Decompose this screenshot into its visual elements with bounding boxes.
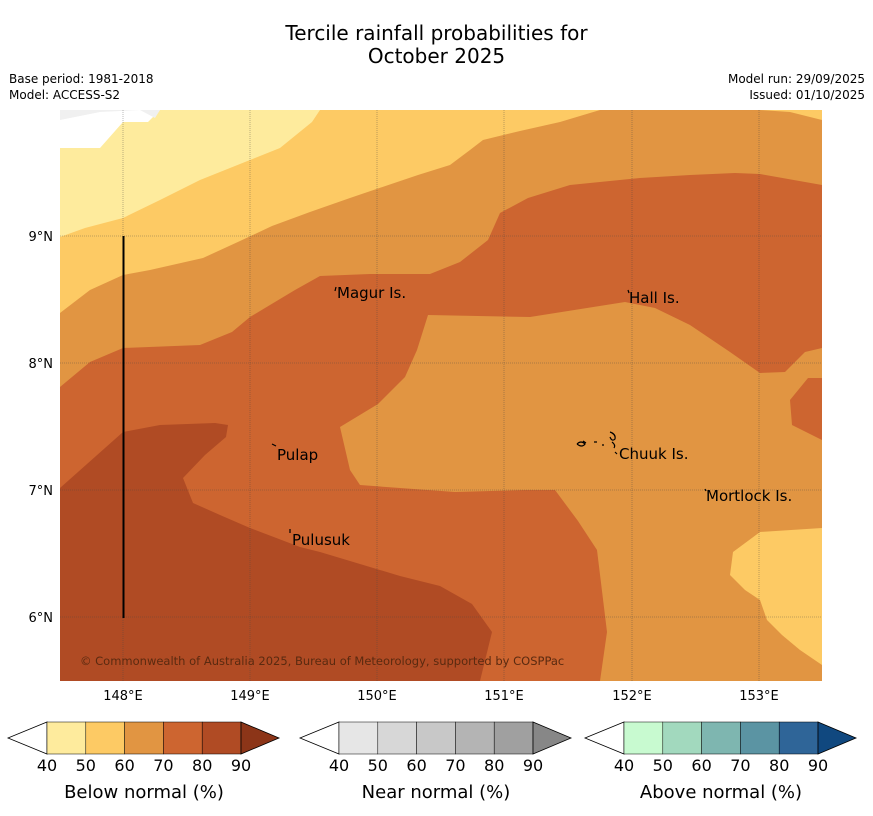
colorbar-segment bbox=[701, 721, 741, 755]
colorbar-segment bbox=[740, 721, 780, 755]
copyright-text: © Commonwealth of Australia 2025, Bureau… bbox=[80, 654, 564, 668]
colorbar-under-triangle bbox=[6, 721, 48, 755]
colorbar-label: Above normal (%) bbox=[640, 782, 802, 803]
colorbar-tick: 40 bbox=[329, 756, 349, 775]
colorbar-label: Near normal (%) bbox=[362, 782, 511, 803]
contour-60-70-east bbox=[340, 302, 822, 681]
contour-40-50 bbox=[60, 110, 320, 237]
colorbar-tick: 60 bbox=[406, 756, 426, 775]
colorbar-label: Below normal (%) bbox=[64, 782, 224, 803]
x-tick-label: 149°E bbox=[230, 689, 270, 704]
place-label: Magur Is. bbox=[337, 284, 406, 302]
colorbar-segment bbox=[455, 721, 495, 755]
colorbar-tick: 70 bbox=[445, 756, 465, 775]
x-tick-label: 153°E bbox=[739, 689, 779, 704]
contour-50-60 bbox=[60, 110, 822, 313]
colorbar: 40 50 60 70 80 90 Above normal (%) bbox=[583, 721, 858, 803]
colorbar-over-triangle bbox=[240, 721, 281, 755]
colorbar-tick: 90 bbox=[523, 756, 543, 775]
graticule bbox=[60, 110, 822, 681]
place-label: Pulap bbox=[277, 446, 318, 464]
y-tick-label: 9°N bbox=[29, 230, 54, 245]
map-title: Tercile rainfall probabilities for Octob… bbox=[0, 22, 873, 68]
colorbar-over-triangle bbox=[817, 721, 858, 755]
colorbar-tick: 50 bbox=[653, 756, 673, 775]
colorbar-tick: 50 bbox=[368, 756, 388, 775]
colorbar-tick: 90 bbox=[808, 756, 828, 775]
colorbars: 40 50 60 70 80 90 Below normal (%) 40 50 60 70 80 90… bbox=[6, 721, 858, 803]
x-tick-label: 148°E bbox=[103, 689, 143, 704]
model-run: Model run: 29/09/2025 bbox=[727, 72, 865, 86]
colorbar-segment bbox=[416, 721, 456, 755]
colorbar-segment bbox=[493, 721, 534, 755]
colorbar-tick: 60 bbox=[691, 756, 711, 775]
x-tick-label: 151°E bbox=[484, 689, 524, 704]
model-name: Model: ACCESS-S2 bbox=[9, 88, 121, 102]
place-label: Mortlock Is. bbox=[706, 487, 792, 505]
colorbar: 40 50 60 70 80 90 Below normal (%) bbox=[6, 721, 281, 803]
y-tick-label: 8°N bbox=[29, 357, 54, 372]
colorbar-tick: 50 bbox=[76, 756, 96, 775]
meta-right: Model run: 29/09/2025 Issued: 01/10/2025 bbox=[728, 71, 865, 103]
colorbar-segment bbox=[46, 721, 87, 755]
colorbar-under-triangle bbox=[583, 721, 625, 755]
colorbar-tick: 60 bbox=[114, 756, 134, 775]
y-tick-label: 7°N bbox=[29, 484, 54, 499]
contour-near-normal-patch bbox=[60, 110, 160, 120]
place-label: Chuuk Is. bbox=[619, 445, 688, 463]
colorbar-under-triangle bbox=[298, 721, 340, 755]
colorbar-over-triangle bbox=[532, 721, 573, 755]
magur-island-marker bbox=[334, 286, 337, 292]
contour-50-60-east bbox=[730, 528, 822, 665]
colorbar-tick: 40 bbox=[614, 756, 634, 775]
colorbar-tick: 40 bbox=[37, 756, 57, 775]
tick-labels: 148°E 149°E 150°E 151°E 152°E 153°E 9°N 8°N 7°N 6… bbox=[29, 230, 779, 704]
colorbar-segment bbox=[201, 721, 242, 755]
hall-island-marker bbox=[627, 289, 630, 294]
place-label: Hall Is. bbox=[629, 289, 680, 307]
colorbar-segment bbox=[623, 721, 664, 755]
colorbar-segment bbox=[338, 721, 379, 755]
colorbar-tick: 90 bbox=[231, 756, 251, 775]
colorbar-segment bbox=[163, 721, 203, 755]
place-label: Pulusuk bbox=[292, 531, 350, 549]
chuuk-islands-outline bbox=[576, 431, 618, 455]
mortlock-island-marker bbox=[704, 488, 707, 492]
y-tick-label: 6°N bbox=[29, 611, 54, 626]
colorbar-segment bbox=[124, 721, 164, 755]
meta-left: Base period: 1981-2018 Model: ACCESS-S2 bbox=[9, 71, 154, 103]
colorbar-segment bbox=[662, 721, 702, 755]
colorbar-tick: 80 bbox=[192, 756, 212, 775]
x-tick-label: 152°E bbox=[612, 689, 652, 704]
title-line-2: October 2025 bbox=[367, 44, 506, 68]
contour-under-40 bbox=[60, 110, 160, 148]
colorbar-segment bbox=[85, 721, 125, 755]
place-labels: Magur Is. Hall Is. Pulap Chuuk Is. Mortlock … bbox=[277, 284, 792, 549]
colorbar-segment bbox=[778, 721, 819, 755]
base-period: Base period: 1981-2018 bbox=[9, 72, 154, 86]
issued-date: Issued: 01/10/2025 bbox=[749, 88, 865, 102]
title-line-1: Tercile rainfall probabilities for bbox=[285, 21, 588, 45]
colorbar-tick: 80 bbox=[769, 756, 789, 775]
pulap-island-marker bbox=[271, 443, 277, 447]
island-outlines bbox=[271, 286, 707, 533]
colorbar-tick: 80 bbox=[484, 756, 504, 775]
colorbar: 40 50 60 70 80 90 Near normal (%) bbox=[298, 721, 573, 803]
x-tick-label: 150°E bbox=[357, 689, 397, 704]
colorbar-segment bbox=[377, 721, 417, 755]
colorbar-tick: 70 bbox=[153, 756, 173, 775]
probability-contours bbox=[60, 110, 822, 681]
colorbar-tick: 70 bbox=[730, 756, 750, 775]
